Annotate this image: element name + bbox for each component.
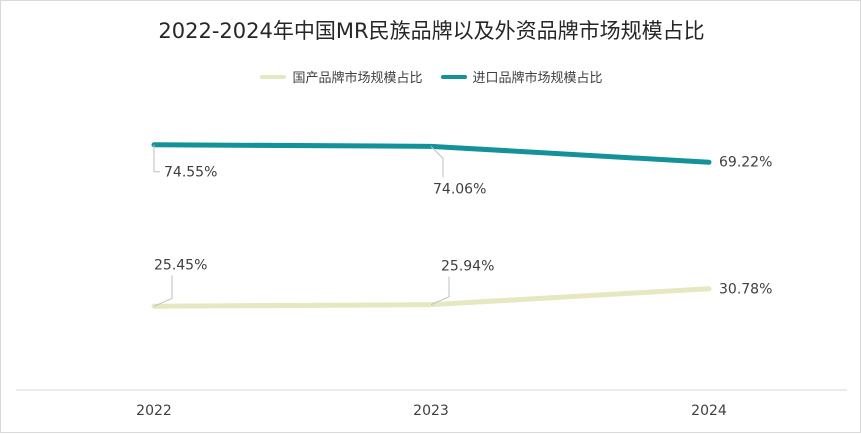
legend-item-imported: 进口品牌市场规模占比 bbox=[440, 67, 603, 86]
legend-label-imported: 进口品牌市场规模占比 bbox=[472, 71, 603, 86]
legend-swatch-imported bbox=[440, 74, 467, 79]
leader-line-0-1 bbox=[430, 276, 450, 306]
data-label-1-1: 74.06% bbox=[433, 181, 486, 197]
x-tick-label-2023: 2023 bbox=[413, 403, 449, 419]
legend: 国产品牌市场规模占比 进口品牌市场规模占比 bbox=[1, 67, 861, 86]
data-label-1-2: 69.22% bbox=[719, 154, 772, 170]
x-tick-label-2022: 2022 bbox=[136, 403, 172, 419]
legend-item-domestic: 国产品牌市场规模占比 bbox=[260, 67, 423, 86]
legend-swatch-domestic bbox=[260, 74, 287, 79]
series-line-0 bbox=[151, 286, 712, 309]
leader-line-1-1 bbox=[430, 145, 444, 178]
leader-line-0-0 bbox=[153, 275, 173, 307]
leader-line-1-0 bbox=[153, 144, 160, 173]
x-tick-label-2024: 2024 bbox=[691, 403, 727, 419]
data-label-1-0: 74.55% bbox=[164, 165, 217, 181]
data-label-0-0: 25.45% bbox=[154, 257, 207, 273]
data-label-0-1: 25.94% bbox=[441, 259, 494, 275]
data-label-0-2: 30.78% bbox=[719, 282, 772, 298]
chart-title: 2022-2024年中国MR民族品牌以及外资品牌市场规模占比 bbox=[158, 19, 705, 43]
legend-label-domestic: 国产品牌市场规模占比 bbox=[292, 71, 423, 86]
